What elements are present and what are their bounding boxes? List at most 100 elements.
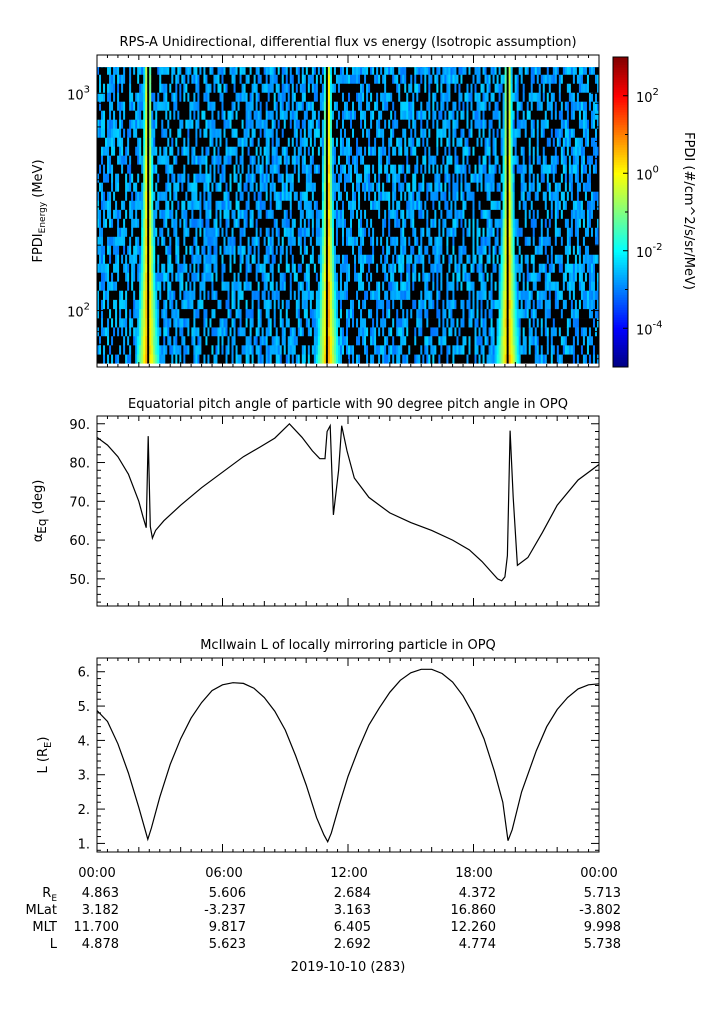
spectrogram-cell bbox=[267, 209, 271, 219]
spectrogram-cell bbox=[243, 92, 246, 102]
spectrogram-cell bbox=[185, 209, 188, 219]
spectrogram-cell bbox=[149, 200, 152, 210]
spectrogram-cell bbox=[113, 92, 116, 102]
spectrogram-cell bbox=[163, 101, 166, 111]
spectrogram-cell bbox=[113, 272, 116, 282]
spectrogram-cell bbox=[233, 92, 236, 102]
spectrogram-cell bbox=[159, 345, 162, 355]
spectrogram-cell bbox=[283, 164, 287, 174]
spectrogram-cell bbox=[111, 290, 114, 300]
spectrogram-cell bbox=[249, 182, 253, 192]
spectrogram-cell bbox=[283, 146, 287, 156]
spectrogram-cell bbox=[115, 318, 118, 328]
spectrogram-cell bbox=[125, 327, 128, 337]
spectrogram-cell bbox=[177, 245, 180, 255]
spectrogram-cell bbox=[251, 318, 255, 328]
spectrogram-cell bbox=[211, 281, 214, 291]
spectrogram-cell bbox=[221, 299, 224, 310]
spectrogram-cell bbox=[223, 299, 226, 310]
spectrogram-cell bbox=[275, 254, 279, 264]
spectrogram-cell bbox=[117, 110, 120, 120]
spectrogram-cell bbox=[167, 299, 170, 310]
spectrogram-cell bbox=[149, 245, 152, 255]
spectrogram-cell bbox=[289, 92, 293, 102]
spectrogram-cell bbox=[133, 119, 136, 129]
spectrogram-cell bbox=[215, 83, 218, 93]
spectrogram-cell bbox=[159, 299, 162, 310]
spectrogram-cell bbox=[155, 200, 158, 210]
spectrogram-cell bbox=[105, 128, 108, 138]
spectrogram-cell bbox=[203, 182, 206, 192]
spectrogram-cell bbox=[249, 119, 253, 129]
spectrogram-cell bbox=[205, 272, 208, 282]
spectrogram-cell bbox=[213, 245, 216, 255]
spectrogram-cell bbox=[101, 101, 104, 111]
spectrogram-cell bbox=[201, 155, 204, 165]
spectrogram-cell bbox=[295, 164, 299, 174]
spectrogram-cell bbox=[155, 173, 158, 183]
spectrogram-cell bbox=[155, 209, 158, 219]
spectrogram-cell bbox=[219, 164, 222, 174]
spectrogram-cell bbox=[247, 101, 251, 111]
spectrogram-cell bbox=[211, 164, 214, 174]
spectrogram-cell bbox=[179, 281, 182, 291]
spectrogram-cell bbox=[271, 137, 275, 147]
spectrogram-cell bbox=[205, 281, 208, 291]
spectrogram-cell bbox=[105, 164, 108, 174]
spectrogram-cell bbox=[259, 191, 263, 201]
spectrogram-cell bbox=[231, 119, 234, 129]
spectrogram-cell bbox=[215, 146, 218, 156]
spectrogram-cell bbox=[205, 218, 208, 228]
spectrogram-cell bbox=[189, 308, 192, 319]
spectrogram-cell bbox=[133, 327, 136, 337]
spectrogram-cell bbox=[297, 354, 301, 364]
spectrogram-cell bbox=[103, 191, 106, 201]
spectrogram-cell bbox=[227, 164, 230, 174]
spectrogram-cell bbox=[97, 164, 100, 174]
spectrogram-cell bbox=[159, 155, 162, 165]
spectrogram-cell bbox=[199, 272, 202, 282]
spectrogram-cell bbox=[177, 92, 180, 102]
spectrogram-cell bbox=[169, 281, 172, 291]
spectrogram-cell bbox=[217, 119, 220, 129]
spectrogram-cell bbox=[147, 327, 150, 337]
spectrogram-cell bbox=[123, 345, 126, 355]
spectrogram-cell bbox=[183, 281, 186, 291]
spectrogram-cell bbox=[213, 209, 216, 219]
spectrogram-cell bbox=[211, 74, 214, 84]
spectrogram-cell bbox=[139, 182, 142, 192]
spectrogram-cell bbox=[173, 209, 176, 219]
spectrogram-cell bbox=[213, 236, 216, 246]
spectrogram-cell bbox=[231, 272, 234, 282]
spectrogram-cell bbox=[263, 92, 267, 102]
spectrogram-cell bbox=[139, 345, 142, 355]
spectrogram-cell bbox=[201, 101, 204, 111]
spectrogram-cell bbox=[245, 173, 248, 183]
spectrogram-cell bbox=[191, 227, 194, 237]
spectrogram-cell bbox=[153, 290, 156, 300]
spectrogram-cell bbox=[231, 335, 234, 346]
spectrogram-cell bbox=[245, 263, 248, 273]
spectrogram-cell bbox=[157, 354, 160, 364]
spectrogram-cell bbox=[147, 345, 150, 355]
spectrogram-cell bbox=[125, 263, 128, 273]
spectrogram-cell bbox=[119, 263, 122, 273]
spectrogram-cell bbox=[213, 119, 216, 129]
spectrogram-cell bbox=[117, 92, 120, 102]
spectrogram-cell bbox=[263, 308, 267, 319]
spectrogram-cell bbox=[281, 92, 285, 102]
spectrogram-cell bbox=[253, 290, 257, 300]
spectrogram-cell bbox=[207, 327, 210, 337]
spectrogram-cell bbox=[219, 227, 222, 237]
spectrogram-cell bbox=[227, 119, 230, 129]
spectrogram-cell bbox=[207, 318, 210, 328]
spectrogram-cell bbox=[127, 245, 130, 255]
spectrogram-cell bbox=[205, 119, 208, 129]
spectrogram-cell bbox=[245, 236, 248, 246]
spectrogram-cell bbox=[263, 218, 267, 228]
spectrogram-cell bbox=[177, 308, 180, 319]
spectrogram-cell bbox=[199, 245, 202, 255]
spectrogram-cell bbox=[175, 345, 178, 355]
spectrogram-cell bbox=[171, 83, 174, 93]
spectrogram-cell bbox=[249, 308, 253, 319]
